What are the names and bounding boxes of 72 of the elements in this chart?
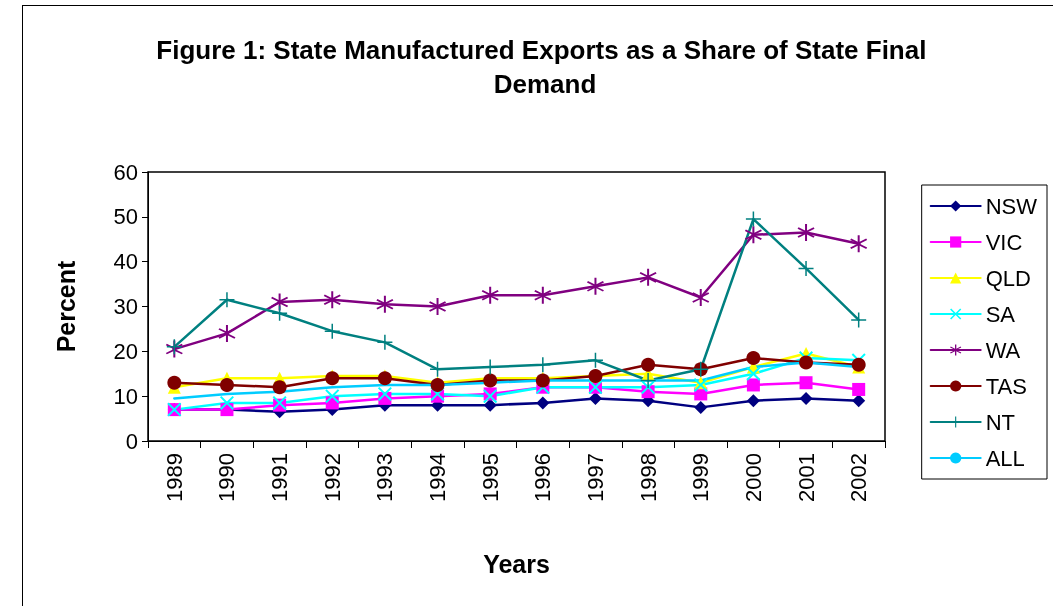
y-tick-label: 10 <box>113 383 138 409</box>
x-tick-label: 1991 <box>267 453 293 502</box>
point <box>323 291 341 309</box>
x-tick-label: 2001 <box>793 453 819 502</box>
point <box>744 226 762 244</box>
point <box>376 295 394 313</box>
point <box>588 391 602 405</box>
x-tick-label: 2000 <box>740 453 766 502</box>
y-tick-label: 20 <box>113 338 138 364</box>
point <box>746 394 760 408</box>
point <box>746 366 761 381</box>
point <box>694 400 708 414</box>
point <box>219 395 234 410</box>
point <box>797 224 815 242</box>
point <box>852 394 866 408</box>
point <box>377 386 392 401</box>
legend-label: NSW <box>985 193 1038 219</box>
point <box>798 260 814 276</box>
x-tick-label: 1997 <box>582 453 608 502</box>
point <box>586 277 604 295</box>
legend-label: TAS <box>985 373 1027 399</box>
point <box>799 355 814 370</box>
y-tick-label: 30 <box>113 294 138 319</box>
point <box>481 286 499 304</box>
legend-label: NT <box>985 409 1015 435</box>
x-tick-label: 1990 <box>214 453 240 502</box>
point <box>639 268 657 286</box>
point <box>377 334 393 350</box>
legend-label: ALL <box>985 445 1025 471</box>
point <box>852 382 866 396</box>
point <box>746 351 761 366</box>
point <box>536 396 550 410</box>
point <box>799 391 813 405</box>
point <box>219 292 235 308</box>
point <box>167 375 182 390</box>
point <box>219 377 234 392</box>
x-tick-label: 1995 <box>477 453 503 502</box>
chart-title: Figure 1: State Manufactured Exports as a Share of State Final Demand <box>156 35 934 99</box>
point <box>745 211 761 227</box>
point <box>641 357 656 372</box>
x-tick-label: 1989 <box>161 453 187 502</box>
y-tick-label: 0 <box>125 428 138 454</box>
legend-label: VIC <box>985 229 1023 255</box>
y-tick-label: 50 <box>113 204 138 230</box>
point <box>746 378 760 392</box>
x-tick-label: 1999 <box>688 453 714 502</box>
legend-label: WA <box>985 337 1021 363</box>
x-tick-label: 1998 <box>635 453 661 502</box>
x-axis-title: Years <box>483 549 550 578</box>
legend-label: SA <box>985 301 1016 327</box>
x-tick-label: 1992 <box>319 453 345 502</box>
point <box>850 235 868 253</box>
y-tick-label: 60 <box>113 159 138 185</box>
point <box>272 305 288 321</box>
point <box>272 380 287 395</box>
x-tick-label: 1994 <box>425 453 451 502</box>
point <box>483 398 497 412</box>
point <box>218 324 236 342</box>
point <box>851 312 867 328</box>
legend-label: QLD <box>985 265 1031 291</box>
point <box>324 323 340 339</box>
x-tick-label: 1996 <box>530 453 556 502</box>
point <box>692 289 710 307</box>
point <box>799 376 813 390</box>
y-tick-label: 40 <box>113 249 138 275</box>
point <box>640 372 656 388</box>
x-tick-label: 2002 <box>846 453 872 502</box>
x-tick-label: 1993 <box>372 453 398 502</box>
point <box>325 389 340 404</box>
y-axis-title: Percent <box>51 259 80 353</box>
point <box>534 286 552 304</box>
point <box>429 298 447 315</box>
